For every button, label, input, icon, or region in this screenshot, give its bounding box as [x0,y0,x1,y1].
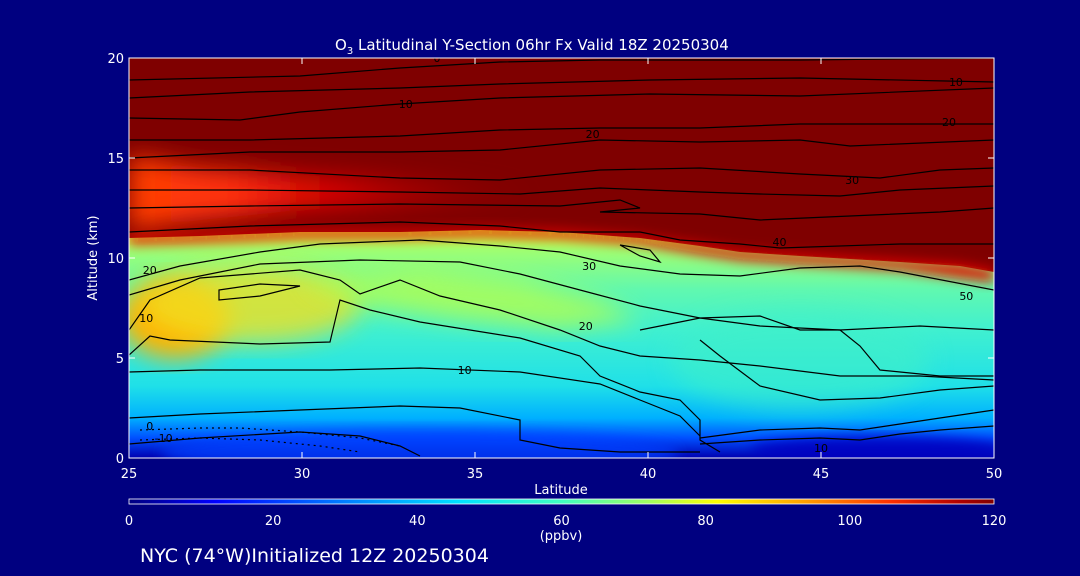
y-axis: 0 5 10 15 20 [107,52,994,467]
colorbar-tick-label: 80 [697,514,714,529]
contour-label: 20 [579,320,593,333]
x-tick-label: 30 [294,467,311,482]
contour-lines-dotted [139,427,401,453]
contour-label: 0 [433,52,440,65]
y-tick-label: 10 [107,252,124,267]
contour-label: 50 [959,290,973,303]
colorbar-ticks: 0 20 40 60 80 100 120 [125,514,1007,529]
x-tick-label: 25 [121,467,138,482]
contour-label: 20 [586,128,600,141]
x-tick-label: 35 [467,467,484,482]
contour-lines [129,58,994,457]
x-axis-label: Latitude [534,483,588,498]
colorbar-tick-label: 0 [125,514,133,529]
contour-label: 30 [582,260,596,273]
title-o: O [335,36,347,54]
title-subscript: 3 [347,46,353,57]
contour-label: 0 [146,420,153,433]
contour-label: 20 [942,116,956,129]
colorbar-tick-label: 60 [553,514,570,529]
contour-label: 10 [399,98,413,111]
y-tick-label: 15 [107,152,124,167]
colorbar-unit: (ppbv) [540,529,583,544]
colorbar [128,498,995,505]
contour-label: 10 [139,312,153,325]
x-axis: 25 30 35 40 45 50 [121,58,1003,482]
contour-label: 10 [814,442,828,455]
x-tick-label: 45 [813,467,830,482]
contour-label: 40 [772,236,786,249]
heatmap-field [129,58,994,458]
y-tick-label: 0 [116,452,124,467]
chart-title: O3 Latitudinal Y-Section 06hr Fx Valid 1… [335,36,729,57]
colorbar-tick-label: 20 [265,514,282,529]
title-rest: Latitudinal Y-Section 06hr Fx Valid 18Z … [353,36,729,54]
footer-location-init: NYC (74°W)Initialized 12Z 20250304 [140,545,489,567]
contour-label: 10 [949,76,963,89]
y-axis-label: Altitude (km) [86,215,101,300]
colorbar-tick-label: 40 [409,514,426,529]
y-tick-label: 5 [116,352,124,367]
x-tick-label: 50 [986,467,1003,482]
contour-label: 30 [845,174,859,187]
contour-label: 10 [458,364,472,377]
x-tick-label: 40 [640,467,657,482]
colorbar-tick-label: 100 [837,514,862,529]
y-tick-label: 20 [107,52,124,67]
contour-label: -10 [155,432,173,445]
contour-label: 20 [143,264,157,277]
colorbar-tick-label: 120 [982,514,1007,529]
